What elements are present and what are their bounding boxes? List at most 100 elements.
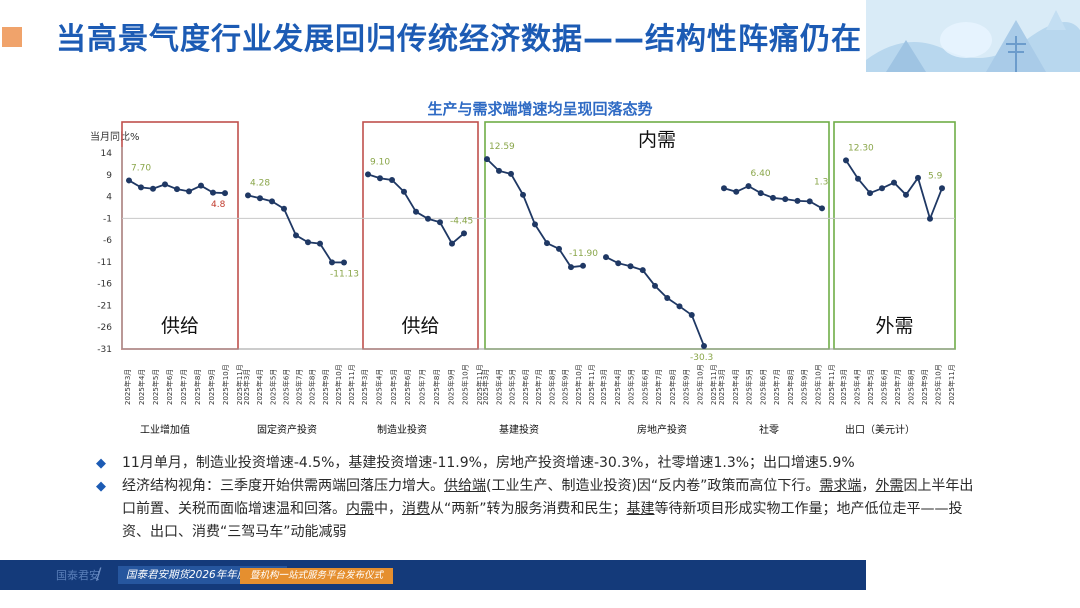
x-tick-label: 2025年6月 [880,369,889,405]
data-point [174,186,180,193]
data-label: 9.10 [370,157,390,167]
y-tick-label: 9 [106,171,112,181]
x-tick-label: 2025年4月 [853,369,862,405]
x-tick-label: 2025年6月 [521,369,530,405]
x-tick-label: 2025年3月 [242,369,251,405]
data-point [317,240,323,247]
group-box [484,121,830,350]
x-tick-label: 2025年4月 [613,369,622,405]
x-tick-label: 2025年4月 [255,369,264,405]
data-point [126,177,132,184]
x-tick-label: 2025年9月 [207,369,216,405]
data-point [568,264,574,271]
data-point [389,177,395,184]
data-point [819,205,825,212]
data-point [688,312,695,319]
data-point [484,156,490,163]
data-point [150,185,156,192]
data-point [198,182,204,189]
data-point [210,189,216,196]
panel-name: 出口（美元计） [845,423,915,436]
x-tick-label: 2025年4月 [374,369,383,405]
bullet-text-part: 从“两新”转为服务消费和民生； [430,501,627,517]
x-tick-label: 2025年7月 [295,369,304,405]
data-label: 4.28 [250,178,270,188]
x-tick-label: 2025年3月 [481,369,490,405]
data-point [556,245,562,252]
data-point [927,215,933,222]
series-line [247,194,345,264]
bullet-keyword: 供给端 [444,478,486,494]
group-box-label: 外需 [875,315,913,337]
x-tick-label: 2025年9月 [920,369,929,405]
y-tick-label: -1 [103,214,112,224]
corner-decoration [866,0,1080,72]
x-tick-label: 2025年11月 [475,364,484,405]
x-tick-label: 2025年5月 [151,369,160,405]
data-point [891,179,897,186]
data-label: 4.8 [211,200,226,210]
data-point [855,175,861,182]
data-point [867,190,873,197]
x-tick-label: 2025年8月 [193,369,202,405]
data-point [843,157,849,164]
data-point [903,191,909,198]
series-line [605,256,705,347]
x-tick-label: 2025年7月 [772,369,781,405]
x-tick-label: 2025年6月 [165,369,174,405]
x-tick-label: 2025年10月 [461,364,470,405]
x-tick-label: 2025年10月 [934,364,943,405]
x-tick-label: 2025年10月 [574,364,583,405]
bullet-item: ◆ 11月单月，制造业投资增速-4.5%，基建投资增速-11.9%，房地产投资增… [96,452,976,475]
x-tick-label: 2025年10月 [695,364,704,405]
data-point [508,170,514,177]
x-tick-label: 2025年5月 [268,369,277,405]
x-tick-label: 2025年10月 [813,364,822,405]
data-label: 7.70 [131,163,151,173]
data-point [939,185,945,192]
x-tick-label: 2025年8月 [308,369,317,405]
data-point [794,197,801,204]
data-point [186,188,192,195]
y-axis-label: 当月同比% [90,130,140,143]
data-label: 12.30 [848,143,874,153]
x-tick-label: 2025年4月 [137,369,146,405]
data-point [269,198,275,205]
data-label: 1.3 [814,177,828,187]
bullet-text-part: (工业生产、制造业投资)因“反内卷”政策而高位下行。 [486,478,820,494]
data-label: -4.45 [450,216,473,226]
footer-divider: / [96,564,102,583]
x-tick-label: 2025年7月 [654,369,663,405]
group-box-label: 供给 [401,315,439,337]
data-point [532,221,538,228]
data-point [449,240,455,247]
x-tick-label: 2025年3月 [360,369,369,405]
data-point [496,167,502,174]
footer-logo: 国泰君安 [56,569,100,582]
bullet-text-part: ， [861,478,876,494]
x-tick-label: 2025年11月 [947,364,956,405]
x-tick-label: 2025年9月 [446,369,455,405]
slide-title: 当高景气度行业发展回归传统经济数据——结构性阵痛仍在 [56,22,862,57]
data-point [329,259,335,266]
data-point [162,181,168,188]
data-point [627,263,634,270]
group-box-label: 供给 [161,315,199,337]
data-point [770,194,776,201]
x-tick-label: 2025年9月 [682,369,691,405]
x-tick-label: 2025年9月 [800,369,809,405]
x-tick-label: 2025年7月 [418,369,427,405]
data-point [879,185,885,192]
data-point [701,342,707,349]
bullet-keyword: 消费 [402,501,430,517]
y-tick-label: -16 [97,280,112,290]
chart-title: 生产与需求端增速均呈现回落态势 [427,100,653,118]
data-label: 5.9 [928,171,943,181]
data-point [281,205,287,212]
bullet-text-part: 等待新项目形成实物工作量；地产低位走平——投资、出口、消费“三驾马车”动能减弱 [122,501,963,540]
x-tick-label: 2025年7月 [179,369,188,405]
x-tick-label: 2025年3月 [599,369,608,405]
title-accent-square [2,27,22,47]
x-tick-label: 2025年11月 [709,364,718,405]
panel-name: 基建投资 [499,423,539,436]
